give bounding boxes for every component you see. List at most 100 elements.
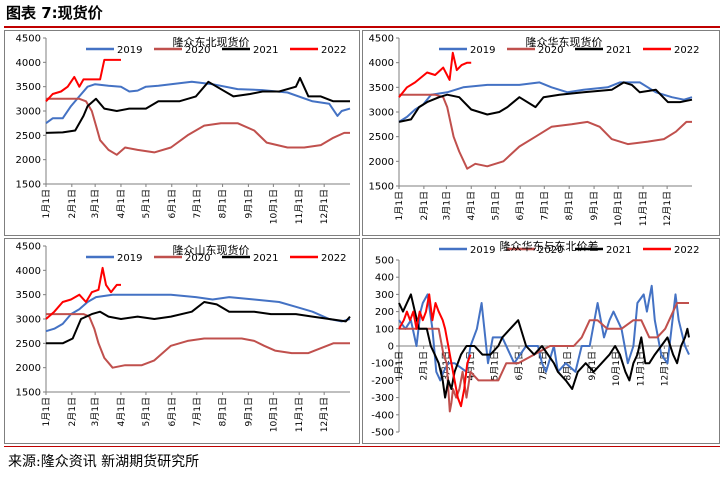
legend-label-2020: 2020 [185, 45, 210, 56]
y-tick-label: 2000 [16, 155, 41, 166]
x-tick-label: 11月1日 [294, 189, 305, 224]
x-tick-label: 5月1日 [490, 191, 501, 220]
series-line-2020 [46, 97, 350, 156]
x-tick-label: 4月1日 [466, 351, 477, 380]
chart-svg-shandong: 1500 2000 2500 3000 3500 4000 4500 1月1日 2月1日 3月1日… [4, 238, 360, 444]
series-line-2021 [46, 301, 351, 345]
legend-label-2021: 2021 [253, 45, 278, 56]
x-tick-label: 10月1日 [268, 397, 279, 432]
y-tick-label: 3000 [16, 315, 41, 326]
x-tick-label: 12月1日 [659, 351, 670, 386]
legend-label-2019: 2019 [470, 45, 495, 56]
legend-label-2021: 2021 [606, 245, 631, 256]
x-tick-label: 4月1日 [466, 191, 477, 220]
x-tick-label: 11月1日 [294, 397, 305, 432]
y-tick-label: 4500 [369, 34, 394, 45]
y-tick-label: 500 [375, 256, 394, 267]
x-tick-label: 9月1日 [243, 397, 254, 426]
y-tick-label: 2000 [369, 157, 394, 168]
x-tick-label: 7月1日 [192, 397, 203, 426]
x-tick-label: 3月1日 [441, 191, 452, 220]
chart-title: 隆众华东与东北价差 [500, 239, 599, 253]
x-tick-label: 2月1日 [67, 189, 78, 218]
x-tick-label: 5月1日 [141, 189, 152, 218]
x-tick-label: 2月1日 [419, 191, 430, 220]
x-tick-label: 8月1日 [218, 189, 229, 218]
y-tick-label: 1500 [16, 180, 41, 191]
chart-panel-spread: -500 -400 -300 -200 -100 0 100 200 300 400 500 1月1日… [362, 238, 720, 444]
y-tick-label: 2500 [369, 132, 394, 143]
x-tick-label: 6月1日 [167, 397, 178, 426]
x-tick-label: 10月1日 [268, 189, 279, 224]
y-tick-label: 3500 [16, 82, 41, 93]
chart-title: 隆众华东现货价 [526, 35, 603, 49]
y-tick-label: -200 [371, 376, 394, 387]
series-line-2021 [398, 81, 693, 123]
series-line-2020 [399, 93, 692, 170]
y-tick-label: -400 [371, 410, 394, 421]
x-tick-label: 3月1日 [90, 397, 101, 426]
legend-label-2022: 2022 [321, 45, 346, 56]
y-tick-label: -500 [371, 428, 394, 439]
x-tick-label: 8月1日 [564, 191, 575, 220]
y-tick-label: 4500 [16, 34, 41, 45]
legend-label-2020: 2020 [538, 245, 563, 256]
series-line-2020 [46, 313, 350, 369]
x-tick-label: 1月1日 [394, 191, 405, 220]
y-tick-label: 1500 [369, 182, 394, 193]
source-note: 来源:隆众资讯 新湖期货研究所 [8, 454, 200, 470]
title-rule [4, 26, 720, 28]
x-tick-label: 9月1日 [589, 191, 600, 220]
legend-label-2021: 2021 [606, 45, 631, 56]
y-tick-label: 3500 [16, 290, 41, 301]
y-tick-label: 3000 [369, 108, 394, 119]
y-tick-label: 2000 [16, 363, 41, 374]
x-tick-label: 2月1日 [67, 397, 78, 426]
x-tick-label: 9月1日 [587, 351, 598, 380]
x-tick-label: 1月1日 [41, 189, 52, 218]
y-tick-label: 2500 [16, 339, 41, 350]
y-tick-label: 4000 [369, 58, 394, 69]
y-tick-label: 0 [388, 342, 394, 353]
x-tick-label: 2月1日 [419, 351, 430, 380]
x-tick-label: 11月1日 [636, 351, 647, 386]
x-tick-label: 5月1日 [141, 397, 152, 426]
chart-panel-east: 1500 2000 2500 3000 3500 4000 4500 1月1日 2月1日 3月1日… [362, 30, 720, 236]
y-tick-label: 200 [375, 307, 394, 318]
x-tick-label: 10月1日 [611, 351, 622, 386]
chart-svg-east: 1500 2000 2500 3000 3500 4000 4500 1月1日 2月1日 3月1日… [362, 30, 720, 236]
figure-title: 图表 7:现货价 [6, 4, 103, 22]
legend-label-2022: 2022 [321, 253, 346, 264]
y-tick-label: 2500 [16, 131, 41, 142]
chart-panel-northeast: 1500 2000 2500 3000 3500 4000 4500 1月1日 2月1日 3月1日… [4, 30, 360, 236]
x-tick-label: 7月1日 [539, 191, 550, 220]
x-tick-label: 4月1日 [116, 397, 127, 426]
panel-frame [362, 238, 720, 444]
x-tick-label: 6月1日 [515, 191, 526, 220]
chart-svg-spread: -500 -400 -300 -200 -100 0 100 200 300 400 500 1月1日… [362, 238, 720, 444]
legend-label-2020: 2020 [185, 253, 210, 264]
series-line-2022 [45, 58, 121, 102]
chart-title: 隆众山东现货价 [173, 243, 250, 257]
x-tick-label: 12月1日 [662, 191, 673, 226]
x-tick-label: 5月1日 [489, 351, 500, 380]
y-tick-label: 1500 [16, 388, 41, 399]
y-tick-label: 100 [375, 324, 394, 335]
chart-panel-shandong: 1500 2000 2500 3000 3500 4000 4500 1月1日 2月1日 3月1日… [4, 238, 360, 444]
x-tick-label: 10月1日 [613, 191, 624, 226]
y-tick-label: 4500 [16, 242, 41, 253]
y-tick-label: -300 [371, 393, 394, 404]
chart-svg-northeast: 1500 2000 2500 3000 3500 4000 4500 1月1日 2月1日 3月1日… [4, 30, 360, 236]
y-tick-label: -100 [371, 359, 394, 370]
y-tick-label: 300 [375, 290, 394, 301]
legend-label-2019: 2019 [117, 45, 142, 56]
series-line-2022 [398, 293, 472, 408]
series-line-2020 [399, 302, 689, 413]
legend-label-2019: 2019 [470, 245, 495, 256]
series-line-2022 [398, 51, 472, 98]
x-tick-label: 1月1日 [394, 351, 405, 380]
x-tick-label: 8月1日 [218, 397, 229, 426]
y-tick-label: 4000 [16, 58, 41, 69]
x-tick-label: 6月1日 [167, 189, 178, 218]
y-tick-label: 3500 [369, 83, 394, 94]
